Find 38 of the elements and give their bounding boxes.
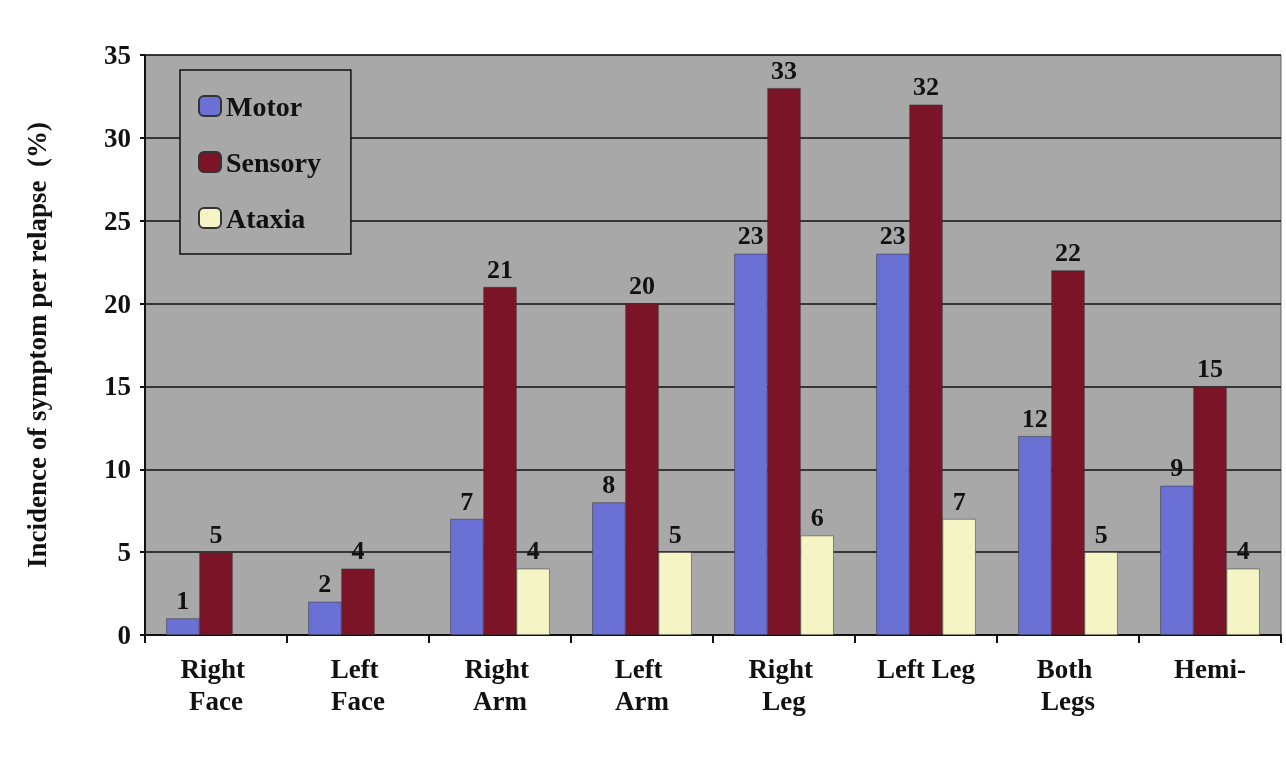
data-label: 8	[602, 469, 616, 499]
legend-label: Sensory	[226, 146, 321, 178]
y-tick-label: 20	[104, 288, 131, 319]
data-label: 6	[810, 503, 824, 533]
y-tick-label: 25	[104, 205, 131, 236]
legend-label: Motor	[226, 90, 303, 122]
data-label: 21	[487, 254, 513, 284]
legend-label: Ataxia	[226, 202, 306, 234]
x-tick-label: Left Arm	[614, 654, 670, 716]
x-tick-label: Left Leg	[876, 654, 976, 684]
data-label: 23	[879, 221, 906, 251]
data-label: 22	[1055, 237, 1081, 267]
y-tick-label: 0	[117, 620, 131, 650]
y-tick-label: 5	[117, 537, 131, 568]
data-label: 5	[668, 519, 682, 549]
x-tick-label: Left Face	[330, 654, 386, 716]
y-tick-label: 15	[104, 371, 131, 402]
y-tick-label: 35	[104, 40, 131, 70]
y-tick-label: 30	[104, 122, 131, 153]
data-label: 2	[318, 569, 332, 599]
data-label: 20	[629, 271, 655, 301]
y-tick-label: 10	[104, 454, 131, 485]
y-axis-title: Incidence of symptom per relapse (%)	[21, 122, 52, 568]
x-tick-label: Right Leg	[748, 654, 820, 716]
x-tick-label: Right Arm	[464, 654, 536, 716]
data-label: 15	[1197, 353, 1223, 383]
data-label: 23	[737, 221, 764, 251]
data-label: 7	[952, 486, 966, 516]
data-label: 32	[913, 72, 939, 102]
data-label: 33	[771, 55, 797, 85]
x-tick-label: Both Legs	[1036, 654, 1100, 716]
data-label: 12	[1021, 403, 1048, 433]
x-tick-label: Hemi-	[1174, 654, 1246, 684]
x-tick-label: Right Face	[180, 654, 252, 716]
data-label: 7	[460, 486, 474, 516]
data-label: 1	[176, 585, 190, 615]
data-label: 5	[1094, 519, 1108, 549]
data-label: 5	[209, 519, 223, 549]
